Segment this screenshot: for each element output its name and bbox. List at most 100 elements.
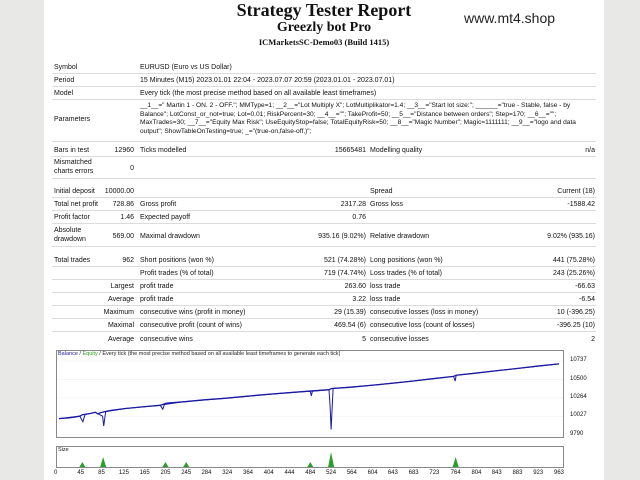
ml-losses-value: -396.25 (10) <box>556 322 595 329</box>
row-divider <box>52 86 596 87</box>
maxdd-value: 935.16 (9.02%) <box>318 233 366 240</box>
x-tick-label: 604 <box>367 470 378 476</box>
trades-value: 962 <box>122 257 134 264</box>
row-divider <box>52 141 596 142</box>
lg-profit-value: 263.60 <box>344 283 366 290</box>
row-divider <box>52 197 596 198</box>
volume-bar <box>79 462 86 467</box>
volume-chart-svg <box>79 452 459 467</box>
losstr-value: 243 (25.26%) <box>552 270 595 277</box>
period-label: Period <box>54 77 75 84</box>
server-build: ICMarketsSC-Demo03 (Build 1415) <box>258 37 390 47</box>
grossloss-label: Gross loss <box>370 201 404 208</box>
ml-wins-label: consecutive profit (count of wins) <box>140 322 242 329</box>
deposit-value: 10000.00 <box>104 188 134 195</box>
mismatch-value: 0 <box>130 165 134 172</box>
maximum-label: Maximum <box>103 309 134 316</box>
x-tick-label: 963 <box>554 470 565 476</box>
row-divider <box>52 223 596 224</box>
avgc-label: Average <box>108 336 134 343</box>
av-loss-value: -6.54 <box>579 296 595 303</box>
quality-value: n/a <box>585 147 595 154</box>
average-label: Average <box>108 296 134 303</box>
lg-profit-label: profit trade <box>140 283 174 290</box>
long-value: 441 (75.28%) <box>552 257 595 264</box>
report-title: Strategy Tester Report <box>236 0 412 20</box>
x-tick-label: 723 <box>429 470 440 476</box>
x-tick-label: 284 <box>201 470 212 476</box>
x-tick-label: 683 <box>408 470 419 476</box>
mx-losses-value: 10 (-396.25) <box>556 309 595 316</box>
row-divider <box>52 73 596 74</box>
x-tick-label: 444 <box>284 470 295 476</box>
volume-bar <box>307 462 314 467</box>
model-value: Every tick (the most precise method base… <box>140 90 377 97</box>
row-divider <box>52 292 596 293</box>
row-divider <box>52 266 596 267</box>
brand-watermark: www.mt4.shop <box>462 10 558 26</box>
netprofit-value: 728.86 <box>112 201 134 208</box>
balance-chart-svg <box>57 360 563 436</box>
payoff-label: Expected payoff <box>140 214 191 221</box>
row-divider <box>52 178 596 179</box>
pf-value: 1.46 <box>120 214 134 221</box>
spread-value: Current (18) <box>557 188 595 195</box>
maximal-label: Maximal <box>107 322 134 329</box>
short-label: Short positions (won %) <box>140 257 214 264</box>
model-label: Model <box>54 90 74 97</box>
x-tick-label: 883 <box>512 470 523 476</box>
parameters-label: Parameters <box>54 116 91 123</box>
row-divider <box>52 331 596 332</box>
volume-bar <box>183 462 190 467</box>
volume-chart <box>56 446 564 468</box>
proftr-value: 719 (74.74%) <box>323 270 366 277</box>
expert-name: Greezly bot Pro <box>276 20 372 35</box>
x-tick-label: 165 <box>139 470 150 476</box>
largest-label: Largest <box>110 283 134 290</box>
x-tick-label: 0 <box>54 470 58 476</box>
legend-balance: Balance <box>58 351 78 357</box>
lg-loss-label: loss trade <box>370 283 401 290</box>
proftr-label: Profit trades (% of total) <box>140 270 214 277</box>
x-tick-label: 205 <box>160 470 171 476</box>
ticks-label: Ticks modelled <box>140 147 187 154</box>
ml-wins-value: 469.54 (6) <box>334 322 366 329</box>
mx-wins-value: 29 (15.39) <box>334 309 366 316</box>
y-tick-label: 10500 <box>570 375 587 382</box>
mismatch-label: Mismatched charts errors <box>54 159 94 175</box>
volume-bar <box>328 452 335 467</box>
quality-label: Modelling quality <box>370 147 423 154</box>
reldd-label: Relative drawdown <box>370 233 430 240</box>
avgc-losses-value: 2 <box>591 336 595 343</box>
av-loss-label: loss trade <box>370 296 401 303</box>
x-tick-label: 125 <box>118 470 129 476</box>
balance-chart <box>56 350 564 438</box>
absdd-label: Absolute drawdown <box>54 227 86 243</box>
grossprofit-value: 2317.28 <box>340 201 366 208</box>
x-tick-label: 245 <box>181 470 192 476</box>
x-tick-label: 484 <box>305 470 316 476</box>
y-tick-label: 10264 <box>570 393 587 400</box>
chart-legend: Balance / Equity / Every tick (the most … <box>58 351 341 357</box>
ticks-value: 15665481 <box>334 147 366 154</box>
bars-value: 12960 <box>114 147 134 154</box>
av-profit-value: 3.22 <box>352 296 366 303</box>
volume-bar <box>452 457 459 467</box>
volume-label: Size <box>58 447 69 453</box>
avgc-wins-label: consecutive wins <box>140 336 193 343</box>
row-divider <box>52 210 596 211</box>
spread-label: Spread <box>370 188 393 195</box>
x-tick-label: 404 <box>263 470 274 476</box>
symbol-value: EURUSD (Euro vs US Dollar) <box>140 64 232 71</box>
series-line-balance <box>58 363 560 420</box>
ml-losses-label: consecutive loss (count of losses) <box>370 322 475 329</box>
volume-bar <box>100 457 107 467</box>
x-tick-label: 643 <box>387 470 398 476</box>
volume-bar <box>162 462 169 467</box>
row-divider <box>52 279 596 280</box>
x-tick-label: 324 <box>222 470 233 476</box>
mx-wins-label: consecutive wins (profit in money) <box>140 309 246 316</box>
legend-equity: Equity <box>82 351 98 357</box>
y-tick-label: 10737 <box>570 357 587 363</box>
x-tick-label: 364 <box>242 470 253 476</box>
